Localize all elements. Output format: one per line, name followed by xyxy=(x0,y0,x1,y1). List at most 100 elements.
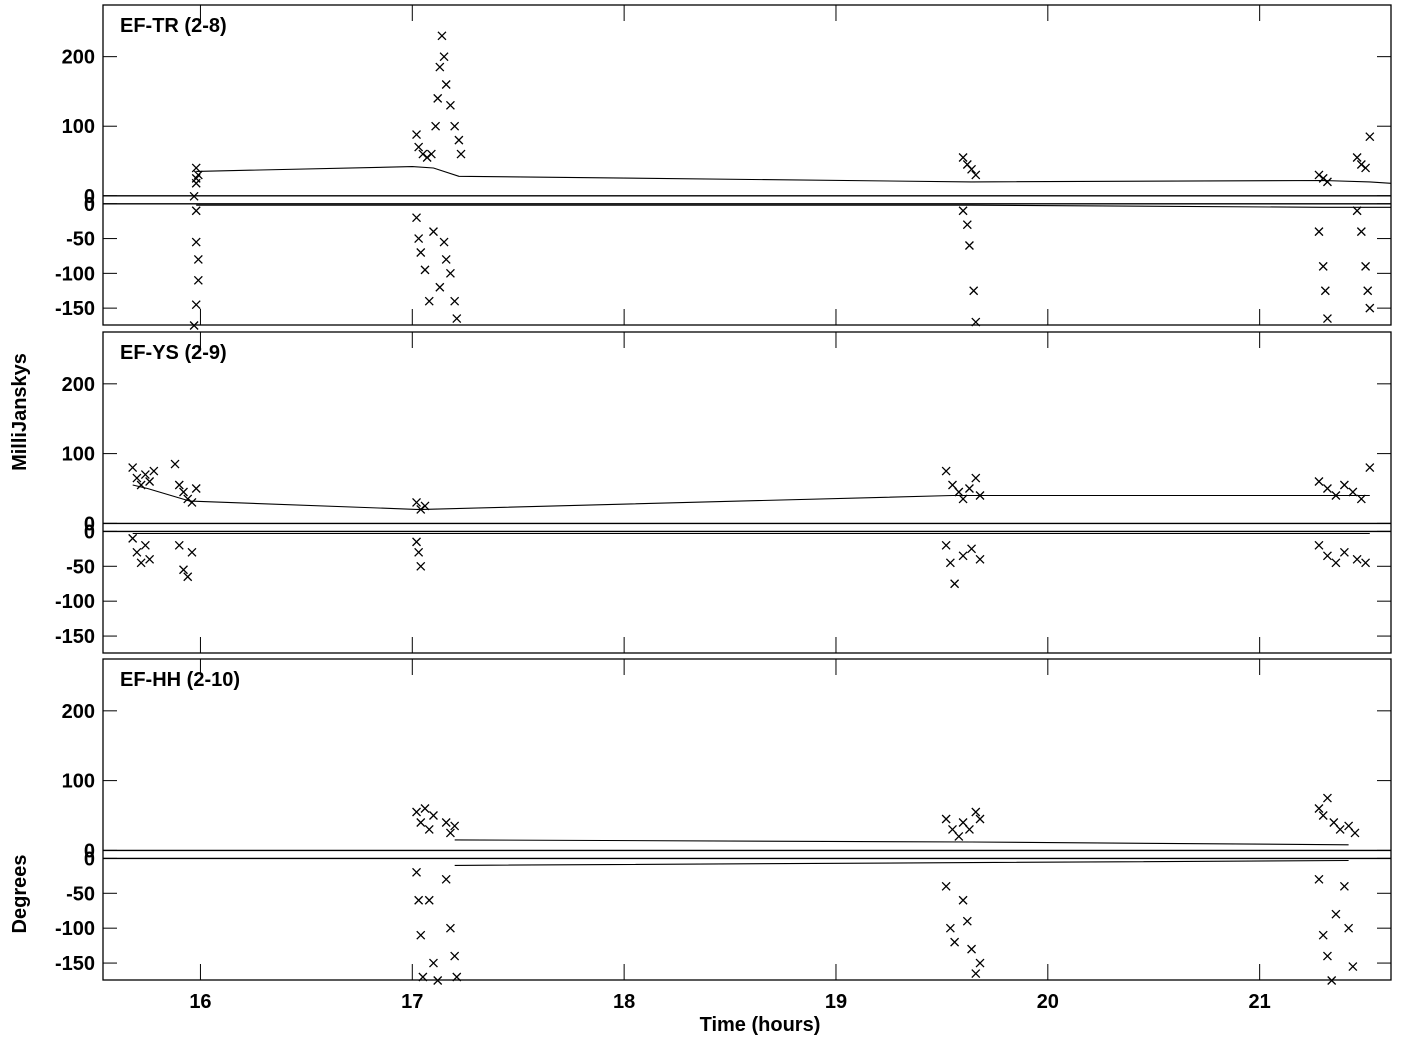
amplitude-point xyxy=(958,818,968,827)
phase-point xyxy=(945,923,955,933)
amplitude-point xyxy=(941,466,951,476)
phase-point xyxy=(1314,540,1324,550)
phase-point xyxy=(179,565,188,575)
amplitude-point xyxy=(136,480,146,490)
y-axis-label-amplitude: MilliJanskys xyxy=(9,353,31,471)
phase-point xyxy=(971,317,981,327)
phase-point xyxy=(1348,962,1358,972)
amplitude-point xyxy=(1350,828,1360,838)
phase-point xyxy=(416,561,426,571)
phase-point xyxy=(191,237,201,247)
phase-point xyxy=(958,895,968,905)
phase-point xyxy=(941,540,951,550)
amplitude-point xyxy=(1329,818,1339,827)
y-tick-label: -100 xyxy=(55,263,95,285)
y-tick-label: -150 xyxy=(55,298,95,320)
phase-point xyxy=(1322,951,1332,961)
amplitude-point xyxy=(435,62,445,72)
phase-point xyxy=(1331,558,1341,568)
amplitude-point xyxy=(1356,494,1366,504)
phase-point xyxy=(132,547,142,557)
amplitude-point xyxy=(964,824,974,834)
amplitude-point xyxy=(964,484,974,493)
amplitude-point xyxy=(454,135,464,145)
amplitude-point xyxy=(1344,821,1354,831)
phase-point xyxy=(967,944,977,954)
amplitude-point xyxy=(412,807,421,817)
amplitude-point xyxy=(456,149,466,159)
amplitude-point xyxy=(412,497,421,507)
y-tick-label: -50 xyxy=(66,229,95,251)
phase-point xyxy=(136,558,146,568)
phase-point xyxy=(1318,261,1328,271)
x-tick-label: 17 xyxy=(401,991,423,1013)
amplitude-point xyxy=(414,142,424,152)
amplitude-point xyxy=(191,163,201,173)
phase-point xyxy=(191,206,201,216)
panel-title: EF-TR (2-8) xyxy=(120,15,227,37)
phase-point xyxy=(1361,261,1371,271)
phase-point xyxy=(441,874,451,884)
amplitude-point xyxy=(412,130,421,140)
phase-point xyxy=(414,895,424,905)
phase-point xyxy=(1314,227,1324,237)
y-tick-label: -100 xyxy=(55,591,95,613)
amplitude-point xyxy=(1365,463,1375,473)
panel-3: 200 100 00 -50 -100 -150 EF-HH (2-10) xyxy=(55,658,1392,985)
amplitude-point xyxy=(187,497,197,507)
phase-point xyxy=(189,191,199,201)
amplitude-point xyxy=(941,814,951,824)
amplitude-point xyxy=(132,473,142,483)
amplitude-point xyxy=(433,93,443,103)
x-tick-label: 16 xyxy=(189,991,211,1013)
y-tick-label: -50 xyxy=(66,883,95,905)
x-axis-label: Time (hours) xyxy=(700,1014,821,1036)
phase-point xyxy=(1365,303,1375,313)
amplitude-point xyxy=(954,487,964,497)
panel-2: 200 100 00 -50 -100 -150 EF-YS (2-9) xyxy=(55,331,1392,654)
panel-1: 200 100 00 -50 -100 -150 EF-TR (2-8) xyxy=(55,4,1392,330)
phase-point xyxy=(429,958,438,968)
amplitude-point xyxy=(441,818,451,827)
amplitude-point xyxy=(971,473,981,483)
phase-point xyxy=(412,537,421,547)
phase-point xyxy=(445,923,455,933)
phase-point xyxy=(958,551,968,561)
y-tick-label: 0 xyxy=(84,513,95,535)
amplitude-point xyxy=(439,52,449,62)
amplitude-point xyxy=(1361,163,1371,173)
amplitude-point xyxy=(1331,491,1341,500)
y-tick-label: 0 xyxy=(84,521,95,543)
phase-point xyxy=(1352,554,1362,564)
phase-point xyxy=(429,227,438,237)
phase-point xyxy=(420,265,430,275)
phase-point xyxy=(193,275,203,285)
phase-point xyxy=(189,321,199,330)
amplitude-point xyxy=(450,121,460,131)
y-tick-label: 0 xyxy=(84,840,95,862)
amplitude-point xyxy=(179,487,188,497)
plot-frame xyxy=(102,658,1392,981)
amplitude-line xyxy=(132,484,1370,510)
phase-point xyxy=(450,296,460,306)
y-tick-label: -150 xyxy=(55,626,95,648)
phase-point xyxy=(452,972,462,982)
amplitude-point xyxy=(424,824,434,834)
phase-point xyxy=(1318,930,1328,940)
x-tick-label: 18 xyxy=(613,991,635,1013)
phase-point xyxy=(1327,976,1337,985)
phase-point xyxy=(964,241,974,250)
x-tick-label: 21 xyxy=(1249,991,1271,1013)
phase-point xyxy=(424,895,434,905)
y-axis-label-phase: Degrees xyxy=(9,855,31,934)
phase-point xyxy=(416,930,426,940)
amplitude-point xyxy=(1322,177,1332,187)
amplitude-point xyxy=(431,121,441,131)
y-tick-label: 0 xyxy=(84,186,95,208)
phase-point xyxy=(1320,286,1330,296)
y-tick-label: 0 xyxy=(84,194,95,216)
amplitude-point xyxy=(426,149,436,159)
y-tick-label: 200 xyxy=(62,374,95,396)
